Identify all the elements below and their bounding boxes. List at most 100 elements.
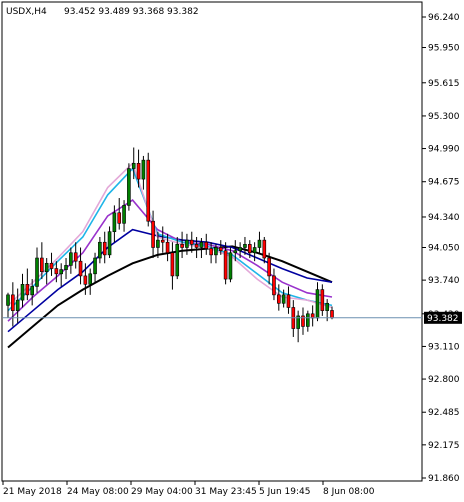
bull-candle-body — [20, 284, 25, 301]
moving-average-skyblue — [7, 167, 333, 312]
bull-candle-body — [233, 250, 238, 254]
symbol-timeframe-label: USDX,H4 — [6, 7, 47, 17]
time-tick-label: 24 May 08:00 — [67, 487, 129, 497]
bull-candle-body — [228, 252, 233, 280]
moving-average-black — [7, 245, 333, 349]
bear-candle-body — [78, 260, 83, 277]
bear-candle-body — [223, 250, 228, 280]
bull-candle-body — [243, 244, 247, 248]
current-price-tag — [424, 311, 462, 324]
bear-candle-body — [204, 241, 209, 249]
bull-candle-body — [214, 247, 218, 256]
price-axis: 96.240 95.950 95.615 95.300 94.990 94.675 94.3… — [422, 13, 460, 484]
price-tick-label: 94.675 — [428, 178, 460, 188]
bull-candle-body — [257, 239, 262, 248]
bear-candle-body — [330, 310, 334, 319]
bull-candle-body — [107, 231, 112, 256]
price-tick-label: 94.050 — [428, 244, 460, 254]
bear-candle-body — [170, 252, 175, 277]
plot-frame — [1, 1, 423, 482]
time-tick-label: 8 Jun 08:00 — [323, 487, 375, 497]
moving-average-pink — [7, 161, 333, 309]
bear-candle-body — [209, 248, 213, 256]
price-tick-label: 92.800 — [428, 375, 460, 385]
bull-candle-body — [281, 294, 286, 304]
bull-candle-body — [238, 247, 242, 251]
bull-candle-body — [199, 241, 204, 248]
price-tick-label: 94.340 — [428, 213, 460, 223]
bull-candle-body — [35, 257, 39, 287]
bear-candle-body — [136, 162, 141, 180]
bear-candle-body — [320, 289, 325, 311]
bear-candle-body — [286, 294, 291, 308]
bull-candle-body — [252, 247, 257, 254]
price-tick-label: 93.740 — [428, 276, 460, 286]
price-tick-label: 92.485 — [428, 408, 460, 418]
bear-candle-body — [194, 244, 199, 248]
bear-candle-body — [11, 294, 15, 311]
bear-candle-body — [102, 241, 107, 256]
bear-candle-body — [301, 315, 305, 327]
bear-candle-body — [160, 239, 165, 243]
bull-candle-body — [127, 168, 131, 206]
bear-candle-body — [180, 244, 184, 248]
bear-candle-body — [247, 244, 252, 254]
bull-candle-body — [296, 315, 300, 329]
bear-candle-body — [151, 220, 155, 248]
bear-candle-body — [54, 268, 59, 275]
moving-average-lines — [7, 161, 333, 349]
bear-candle-body — [189, 239, 194, 245]
bull-candle-body — [93, 257, 97, 275]
bull-candle-body — [64, 265, 68, 270]
bull-candle-body — [30, 286, 34, 296]
bear-candle-body — [272, 275, 276, 296]
time-axis: 21 May 2018 24 May 08:00 29 May 04:00 31 Ma… — [2, 481, 375, 497]
bull-candle-body — [112, 212, 117, 233]
bear-candle-body — [49, 262, 54, 269]
bull-candle-body — [141, 159, 146, 180]
bull-candle-body — [122, 205, 126, 224]
bull-candle-body — [69, 252, 73, 266]
bear-candle-body — [40, 257, 44, 273]
price-tick-label: 93.110 — [428, 342, 460, 352]
bull-candle-body — [325, 302, 329, 311]
price-tick-label: 91.860 — [428, 474, 460, 484]
time-tick-label: 21 May 2018 — [3, 487, 62, 497]
ohlc-readout: 93.452 93.489 93.368 93.382 — [64, 7, 199, 17]
price-tick-label: 94.990 — [428, 145, 460, 155]
bull-candle-body — [175, 244, 180, 277]
bull-candle-body — [98, 241, 102, 259]
bull-candle-body — [315, 289, 320, 319]
time-tick-label: 29 May 04:00 — [131, 487, 193, 497]
price-tick-label: 96.240 — [428, 13, 460, 23]
current-price-value: 93.382 — [427, 314, 459, 324]
bull-candle-body — [59, 269, 63, 275]
bear-candle-body — [117, 212, 122, 224]
price-tick-label: 92.175 — [428, 441, 460, 451]
bear-candle-body — [267, 257, 271, 277]
bear-candle-body — [83, 275, 88, 285]
bear-candle-body — [73, 252, 78, 262]
price-tick-label: 95.615 — [428, 79, 460, 89]
bear-candle-body — [277, 294, 281, 304]
bull-candle-body — [44, 262, 49, 273]
bear-candle-body — [25, 284, 30, 296]
bull-candle-body — [6, 294, 10, 306]
bear-candle-body — [165, 241, 170, 254]
bull-candle-body — [131, 162, 136, 169]
bear-candle-body — [146, 159, 151, 222]
price-tick-label: 95.950 — [428, 44, 460, 54]
bear-candle-body — [262, 239, 267, 259]
time-tick-label: 5 Jun 19:45 — [259, 487, 310, 497]
price-tick-label: 95.300 — [428, 112, 460, 122]
candlestick-series — [6, 147, 334, 343]
bull-candle-body — [88, 273, 93, 285]
bear-candle-body — [218, 247, 223, 251]
bull-candle-body — [15, 299, 20, 311]
bull-candle-body — [185, 239, 189, 248]
bull-candle-body — [306, 313, 310, 327]
time-tick-label: 31 May 23:45 — [195, 487, 257, 497]
bull-candle-body — [156, 239, 160, 248]
